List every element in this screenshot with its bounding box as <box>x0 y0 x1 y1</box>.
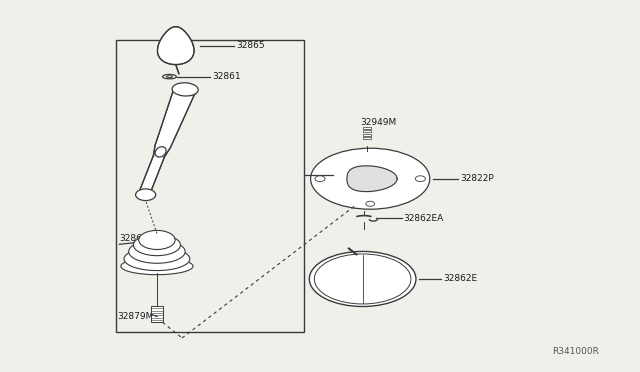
Text: 32822P: 32822P <box>460 174 493 183</box>
Circle shape <box>136 189 156 201</box>
Ellipse shape <box>172 83 198 96</box>
Ellipse shape <box>309 251 416 307</box>
Text: 32862E: 32862E <box>443 275 477 283</box>
Bar <box>363 127 371 129</box>
Ellipse shape <box>124 247 190 270</box>
Polygon shape <box>347 166 397 192</box>
Circle shape <box>366 201 374 206</box>
Ellipse shape <box>314 254 411 304</box>
Text: 32865: 32865 <box>236 41 264 50</box>
Ellipse shape <box>310 148 430 209</box>
Bar <box>363 134 371 136</box>
Text: 32862: 32862 <box>119 234 148 243</box>
Text: 32879M: 32879M <box>117 312 154 321</box>
Text: 32862EA: 32862EA <box>403 214 444 223</box>
Ellipse shape <box>166 76 173 77</box>
Bar <box>151 306 163 323</box>
Ellipse shape <box>155 147 166 157</box>
Text: 32861: 32861 <box>212 72 241 81</box>
Bar <box>116 40 305 332</box>
Polygon shape <box>139 88 196 194</box>
Ellipse shape <box>121 258 193 275</box>
PathPatch shape <box>157 27 194 65</box>
Circle shape <box>415 176 426 182</box>
Text: 32841: 32841 <box>335 171 363 180</box>
Bar <box>363 130 371 132</box>
Ellipse shape <box>163 74 177 79</box>
Circle shape <box>315 176 325 182</box>
Ellipse shape <box>129 240 185 263</box>
Ellipse shape <box>139 230 175 250</box>
Text: R341000R: R341000R <box>552 347 599 356</box>
Text: 32949M: 32949M <box>361 118 397 127</box>
Ellipse shape <box>133 234 180 256</box>
Bar <box>363 137 371 139</box>
